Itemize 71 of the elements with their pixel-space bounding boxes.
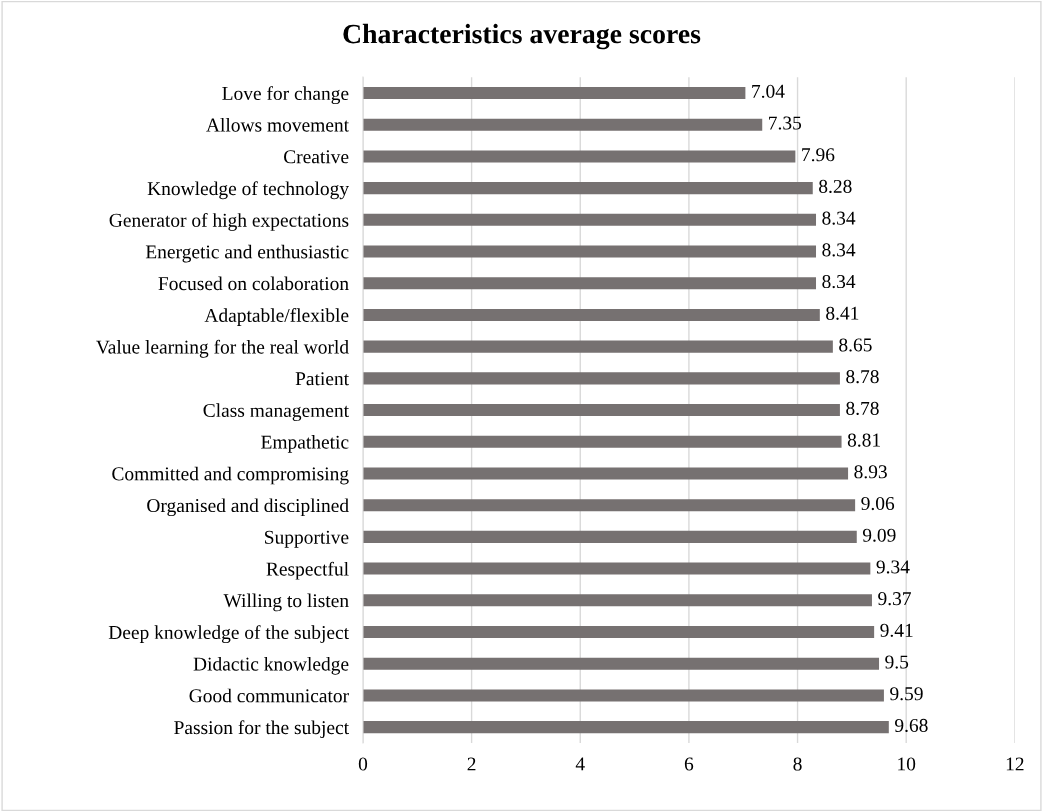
- x-tick-label: 8: [793, 757, 802, 771]
- y-tick-label: Allows movement: [206, 117, 349, 132]
- bar: [362, 86, 746, 100]
- bar: [362, 499, 856, 512]
- bar: [362, 277, 817, 290]
- x-tick-label: 0: [358, 757, 368, 771]
- bar: [362, 404, 840, 417]
- y-tick-label: Value learning for the real world: [96, 339, 349, 358]
- bar: [362, 721, 889, 734]
- data-label: 9.34: [876, 560, 910, 574]
- y-tick-label: Generator of high expectations: [109, 212, 349, 231]
- data-label: 9.06: [861, 496, 895, 511]
- y-tick-label: Good communicator: [189, 688, 349, 703]
- x-tick-label: 12: [1006, 757, 1024, 771]
- y-tick-label: Didactic knowledge: [193, 656, 349, 675]
- bar: [362, 150, 796, 163]
- bar: [362, 245, 817, 258]
- data-label: 8.65: [839, 338, 872, 352]
- data-label: 8.34: [822, 211, 856, 225]
- y-tick-label: Love for change: [222, 86, 349, 105]
- y-tick-label: Respectful: [266, 561, 349, 580]
- data-label: 9.09: [862, 528, 896, 542]
- y-tick-label: Committed and compromising: [112, 466, 349, 485]
- data-label: 8.78: [846, 401, 879, 416]
- data-label: 9.37: [878, 592, 911, 606]
- bar: [362, 118, 763, 131]
- bar: [362, 530, 857, 543]
- y-tick-label: Focused on colaboration: [158, 276, 349, 291]
- y-tick-label: Willing to listen: [223, 593, 349, 612]
- data-label: 8.34: [822, 274, 856, 289]
- bar: [362, 372, 840, 385]
- bar: [362, 182, 813, 195]
- bar: [362, 689, 884, 702]
- data-label: 8.41: [826, 306, 859, 320]
- bar: [362, 625, 875, 639]
- data-label: 7.96: [802, 148, 835, 162]
- y-tick-label: Passion for the subject: [174, 720, 349, 739]
- y-tick-label: Creative: [284, 150, 349, 164]
- y-tick-label: Deep knowledge of the subject: [108, 625, 349, 644]
- x-tick-label: 2: [467, 757, 476, 771]
- data-label: 7.35: [769, 116, 802, 130]
- y-tick-label: Energetic and enthusiastic: [145, 244, 349, 263]
- data-label: 9.5: [885, 655, 909, 669]
- y-tick-label: Supportive: [265, 530, 349, 548]
- data-label: 8.78: [846, 370, 879, 384]
- bar: [362, 657, 880, 670]
- bar: [362, 308, 820, 321]
- bar: [362, 594, 872, 607]
- bar: [362, 340, 833, 353]
- y-tick-label: Adaptable/flexible: [204, 308, 349, 326]
- x-tick-label: 10: [898, 757, 916, 771]
- data-label: 8.81: [847, 433, 880, 447]
- y-tick-label: Class management: [203, 403, 349, 421]
- y-tick-label: Organised and disciplined: [147, 498, 349, 517]
- bar: [362, 435, 842, 448]
- bar: [362, 213, 817, 226]
- x-tick-label: 6: [684, 757, 694, 771]
- data-label: 9.68: [894, 718, 928, 733]
- y-tick-label: Knowledge of technology: [147, 181, 349, 200]
- data-label: 8.93: [854, 465, 887, 479]
- data-label: 9.41: [880, 623, 913, 637]
- bar: [362, 562, 871, 575]
- bar: [362, 467, 849, 480]
- y-tick-label: Patient: [295, 372, 349, 386]
- data-label: 9.59: [890, 687, 923, 701]
- chart-title: Characteristics average scores: [343, 23, 701, 50]
- y-tick-label: Empathetic: [261, 435, 349, 453]
- data-label: 8.34: [822, 243, 856, 257]
- x-tick-label: 4: [575, 757, 585, 771]
- data-label: 8.28: [819, 179, 852, 194]
- data-label: 7.04: [752, 84, 785, 98]
